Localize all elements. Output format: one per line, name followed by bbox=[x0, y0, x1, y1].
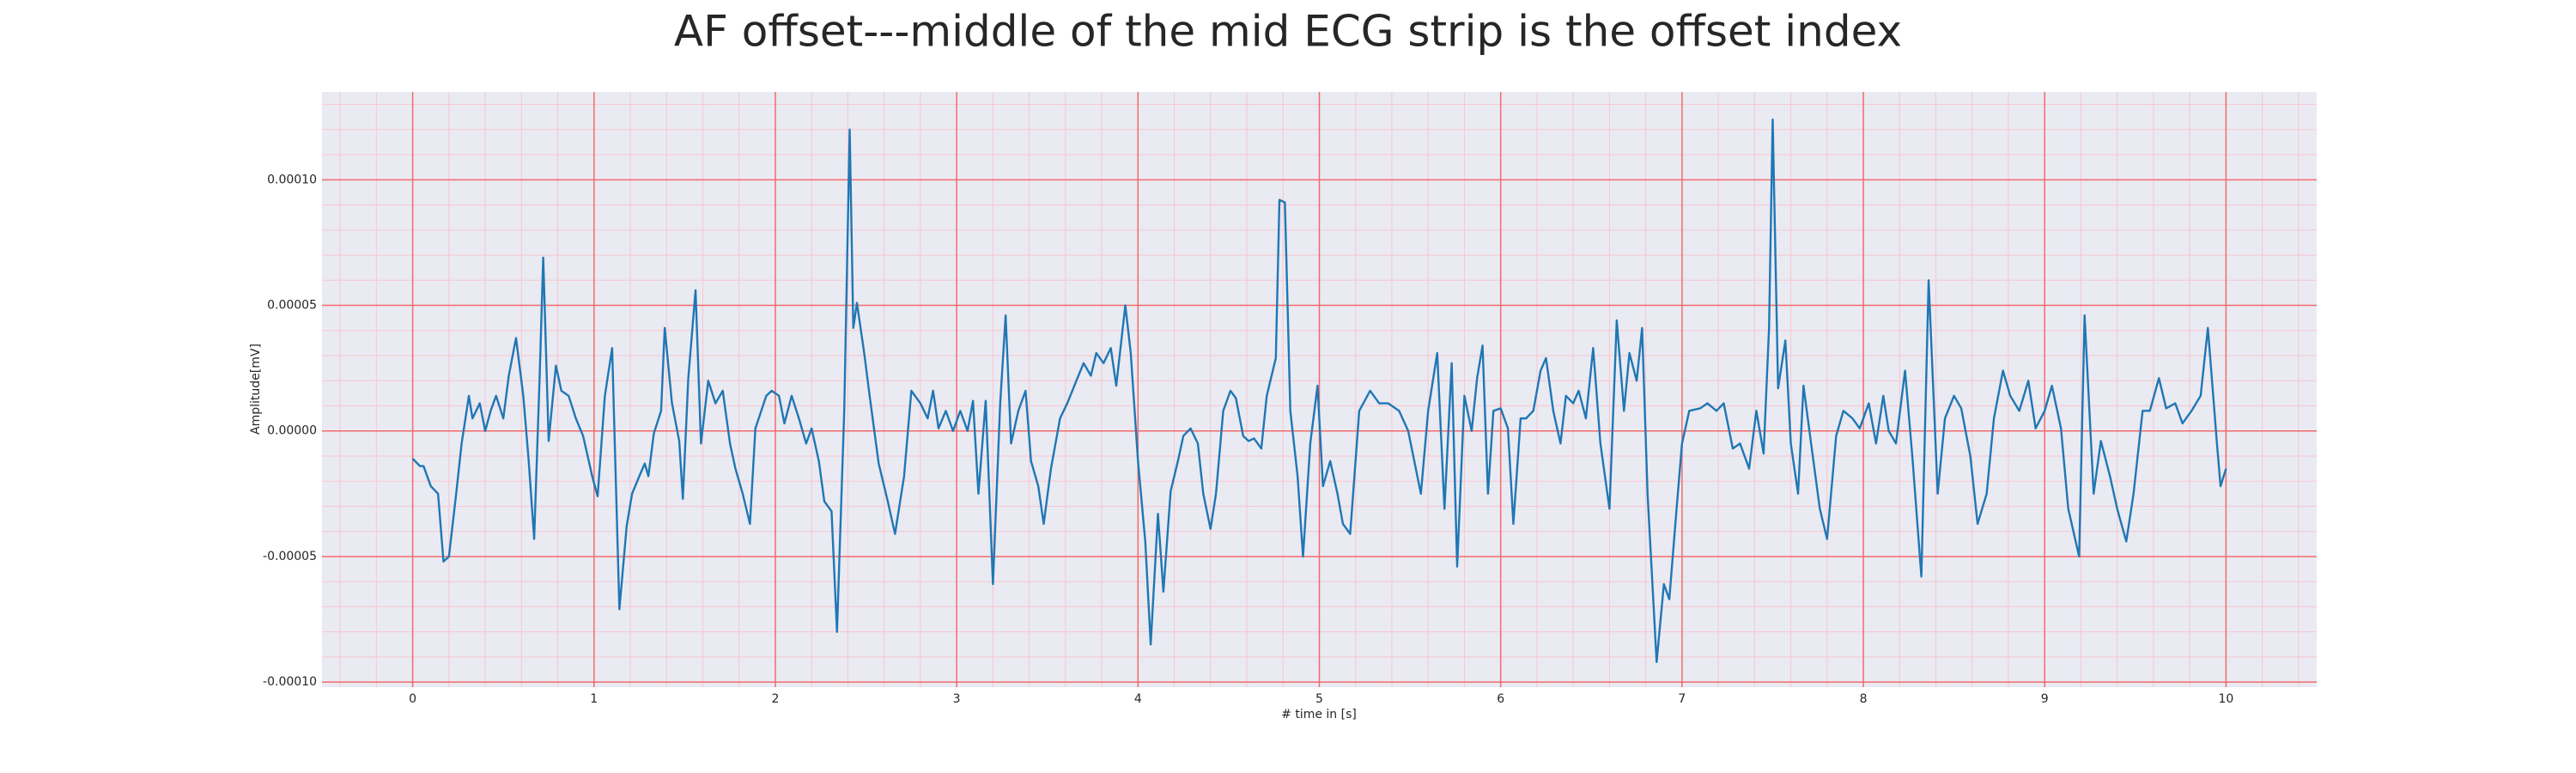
y-tick-label: 0.00005 bbox=[267, 299, 317, 313]
x-tick-label: 8 bbox=[1860, 692, 1868, 706]
y-tick-label: 0.00010 bbox=[267, 173, 317, 186]
x-tick-label: 0 bbox=[409, 692, 416, 706]
x-tick-label: 10 bbox=[2218, 692, 2233, 706]
x-tick-label: 1 bbox=[590, 692, 598, 706]
x-tick-label: 7 bbox=[1678, 692, 1686, 706]
x-tick-label: 5 bbox=[1315, 692, 1323, 706]
y-tick-label: -0.00010 bbox=[263, 675, 317, 689]
x-tick-label: 2 bbox=[771, 692, 779, 706]
y-axis-label: Amplitude[mV] bbox=[249, 344, 263, 435]
x-tick-label: 6 bbox=[1497, 692, 1504, 706]
y-tick-label: 0.00000 bbox=[267, 424, 317, 438]
x-axis-label: # time in [s] bbox=[1281, 708, 1357, 721]
x-tick-label: 9 bbox=[2041, 692, 2049, 706]
x-tick-label: 3 bbox=[953, 692, 961, 706]
ecg-line bbox=[411, 118, 2227, 663]
x-tick-label: 4 bbox=[1134, 692, 1142, 706]
chart-title: AF offset---middle of the mid ECG strip … bbox=[674, 7, 1902, 57]
y-tick-label: -0.00005 bbox=[263, 550, 317, 563]
